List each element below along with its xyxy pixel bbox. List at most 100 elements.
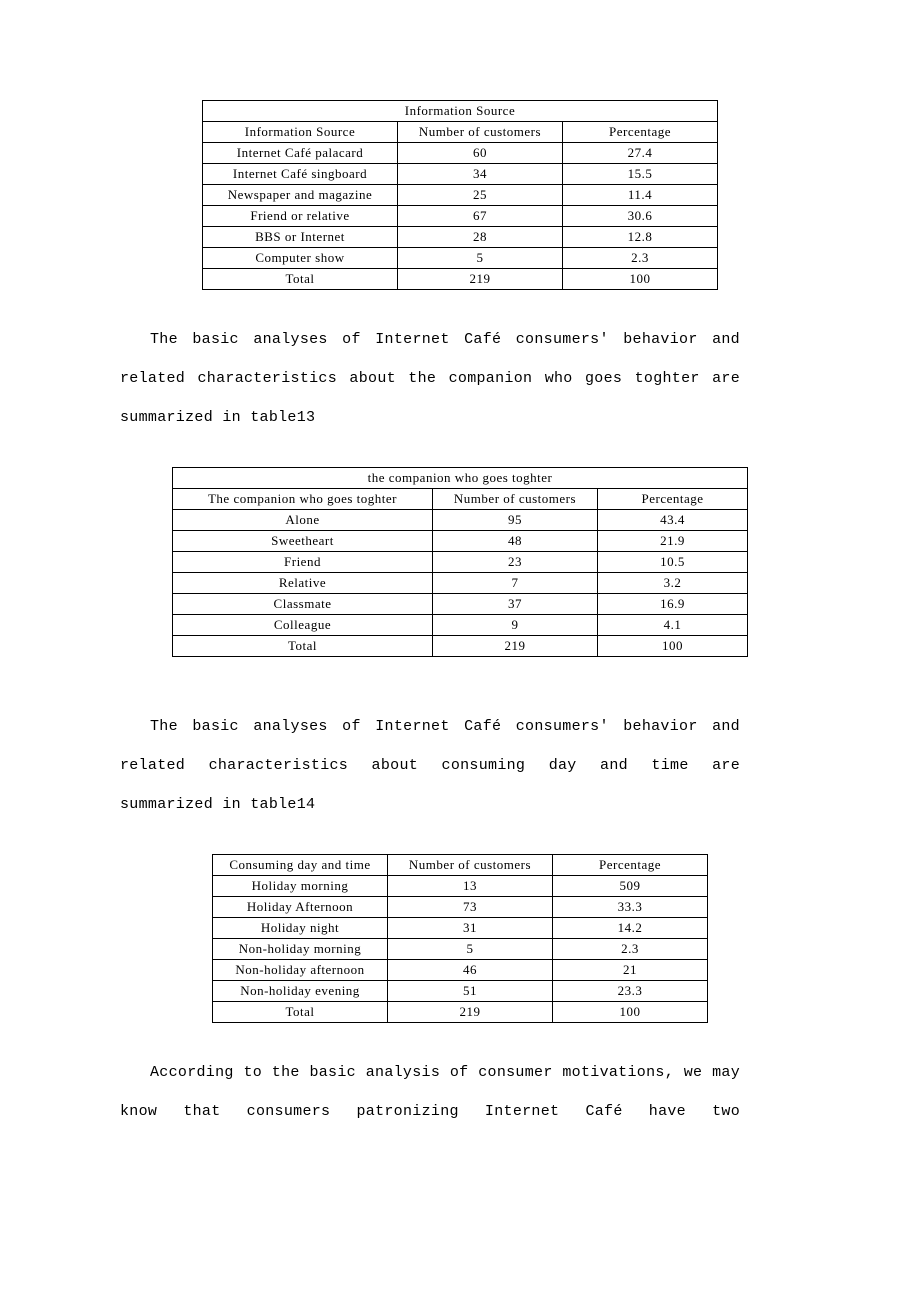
table-cell: Alone bbox=[173, 510, 433, 531]
table-cell: 23 bbox=[433, 552, 598, 573]
table-cell: Holiday night bbox=[213, 918, 388, 939]
table-row: Holiday night 31 14.2 bbox=[213, 918, 708, 939]
table-cell: Colleague bbox=[173, 615, 433, 636]
table-cell: 11.4 bbox=[563, 185, 718, 206]
table-row: Total 219 100 bbox=[203, 269, 718, 290]
table-cell: Holiday Afternoon bbox=[213, 897, 388, 918]
table-cell: 95 bbox=[433, 510, 598, 531]
table-cell: 23.3 bbox=[553, 981, 708, 1002]
table-cell: Relative bbox=[173, 573, 433, 594]
paragraph-1: The basic analyses of Internet Café cons… bbox=[120, 320, 740, 437]
table-cell: 43.4 bbox=[598, 510, 748, 531]
table-cell: 51 bbox=[388, 981, 553, 1002]
table-cell: 13 bbox=[388, 876, 553, 897]
table-cell: Non-holiday evening bbox=[213, 981, 388, 1002]
table-cell: 5 bbox=[398, 248, 563, 269]
table-cell: 10.5 bbox=[598, 552, 748, 573]
table3-h2: Percentage bbox=[553, 855, 708, 876]
table-row: Computer show 5 2.3 bbox=[203, 248, 718, 269]
table-row: Total 219 100 bbox=[213, 1002, 708, 1023]
table-header-row: Consuming day and time Number of custome… bbox=[213, 855, 708, 876]
table-cell: Total bbox=[213, 1002, 388, 1023]
information-source-table: Information Source Information Source Nu… bbox=[202, 100, 718, 290]
table-cell: 100 bbox=[598, 636, 748, 657]
table-cell: 73 bbox=[388, 897, 553, 918]
table-cell: 48 bbox=[433, 531, 598, 552]
table-title-row: the companion who goes toghter bbox=[173, 468, 748, 489]
table-cell: 509 bbox=[553, 876, 708, 897]
table-cell: 5 bbox=[388, 939, 553, 960]
table-row: Internet Café palacard 60 27.4 bbox=[203, 143, 718, 164]
table1-title: Information Source bbox=[203, 101, 718, 122]
table-cell: 31 bbox=[388, 918, 553, 939]
table-row: Non-holiday morning 5 2.3 bbox=[213, 939, 708, 960]
table-cell: 100 bbox=[553, 1002, 708, 1023]
table-cell: 219 bbox=[433, 636, 598, 657]
table-cell: Friend or relative bbox=[203, 206, 398, 227]
table-cell: 7 bbox=[433, 573, 598, 594]
table-cell: Friend bbox=[173, 552, 433, 573]
table-row: Newspaper and magazine 25 11.4 bbox=[203, 185, 718, 206]
table-row: Internet Café singboard 34 15.5 bbox=[203, 164, 718, 185]
table-cell: 100 bbox=[563, 269, 718, 290]
table-header-row: The companion who goes toghter Number of… bbox=[173, 489, 748, 510]
table-cell: 2.3 bbox=[563, 248, 718, 269]
table-row: Sweetheart 48 21.9 bbox=[173, 531, 748, 552]
table-cell: Newspaper and magazine bbox=[203, 185, 398, 206]
table-cell: 15.5 bbox=[563, 164, 718, 185]
table-row: Classmate 37 16.9 bbox=[173, 594, 748, 615]
table-cell: Classmate bbox=[173, 594, 433, 615]
table-cell: 3.2 bbox=[598, 573, 748, 594]
table-cell: Total bbox=[203, 269, 398, 290]
table-title-row: Information Source bbox=[203, 101, 718, 122]
table1-h2: Percentage bbox=[563, 122, 718, 143]
table-cell: 30.6 bbox=[563, 206, 718, 227]
table-cell: 33.3 bbox=[553, 897, 708, 918]
table-cell: 25 bbox=[398, 185, 563, 206]
table-row: BBS or Internet 28 12.8 bbox=[203, 227, 718, 248]
table1-wrapper: Information Source Information Source Nu… bbox=[120, 100, 800, 290]
table-cell: Sweetheart bbox=[173, 531, 433, 552]
table2-h2: Percentage bbox=[598, 489, 748, 510]
table-row: Total 219 100 bbox=[173, 636, 748, 657]
table-cell: 2.3 bbox=[553, 939, 708, 960]
table-row: Holiday morning 13 509 bbox=[213, 876, 708, 897]
table-cell: 60 bbox=[398, 143, 563, 164]
table-cell: 219 bbox=[398, 269, 563, 290]
table-row: Holiday Afternoon 73 33.3 bbox=[213, 897, 708, 918]
table-row: Colleague 9 4.1 bbox=[173, 615, 748, 636]
paragraph-2: The basic analyses of Internet Café cons… bbox=[120, 707, 740, 824]
table-cell: Internet Café singboard bbox=[203, 164, 398, 185]
table-row: Non-holiday afternoon 46 21 bbox=[213, 960, 708, 981]
table-cell: 16.9 bbox=[598, 594, 748, 615]
table-row: Alone 95 43.4 bbox=[173, 510, 748, 531]
paragraph-3: According to the basic analysis of consu… bbox=[120, 1053, 740, 1131]
consuming-day-time-table: Consuming day and time Number of custome… bbox=[212, 854, 708, 1023]
table-row: Friend or relative 67 30.6 bbox=[203, 206, 718, 227]
table-cell: 27.4 bbox=[563, 143, 718, 164]
table2-wrapper: the companion who goes toghter The compa… bbox=[120, 467, 800, 657]
table-cell: Internet Café palacard bbox=[203, 143, 398, 164]
table-cell: Non-holiday afternoon bbox=[213, 960, 388, 981]
table-cell: 34 bbox=[398, 164, 563, 185]
table-cell: 21.9 bbox=[598, 531, 748, 552]
table-row: Relative 7 3.2 bbox=[173, 573, 748, 594]
table2-h1: Number of customers bbox=[433, 489, 598, 510]
table3-h1: Number of customers bbox=[388, 855, 553, 876]
table-cell: Non-holiday morning bbox=[213, 939, 388, 960]
table-header-row: Information Source Number of customers P… bbox=[203, 122, 718, 143]
table-cell: 37 bbox=[433, 594, 598, 615]
table-cell: 21 bbox=[553, 960, 708, 981]
table-cell: Total bbox=[173, 636, 433, 657]
table3-h0: Consuming day and time bbox=[213, 855, 388, 876]
table1-h1: Number of customers bbox=[398, 122, 563, 143]
table-cell: 4.1 bbox=[598, 615, 748, 636]
table3-wrapper: Consuming day and time Number of custome… bbox=[120, 854, 800, 1023]
table-cell: Holiday morning bbox=[213, 876, 388, 897]
table-cell: Computer show bbox=[203, 248, 398, 269]
table-cell: 28 bbox=[398, 227, 563, 248]
table-row: Non-holiday evening 51 23.3 bbox=[213, 981, 708, 1002]
table-cell: 14.2 bbox=[553, 918, 708, 939]
table2-title: the companion who goes toghter bbox=[173, 468, 748, 489]
table-cell: 12.8 bbox=[563, 227, 718, 248]
